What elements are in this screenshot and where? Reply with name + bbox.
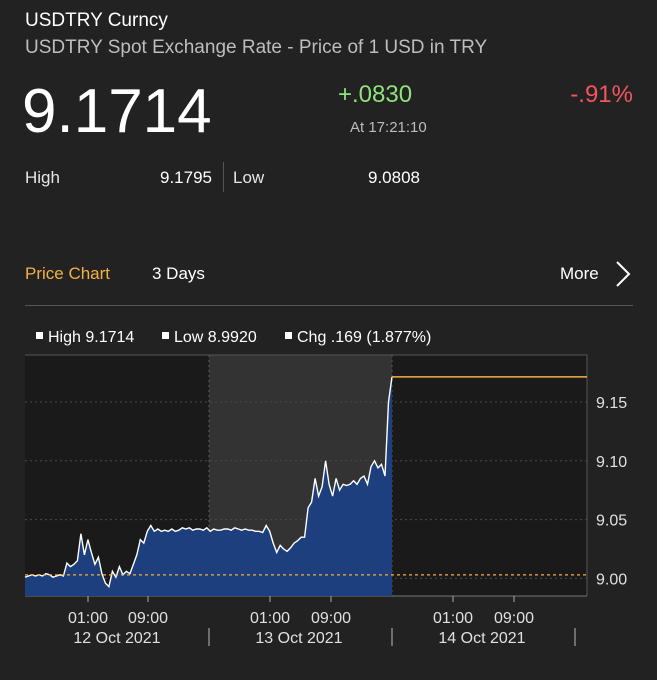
y-tick-label: 9.10 [596, 454, 627, 471]
low-label: Low [233, 168, 265, 187]
x-time-label: 09:00 [311, 610, 351, 627]
last-price: 9.1714 [22, 77, 212, 146]
percent-change: -.91% [570, 81, 633, 108]
x-time-label: 01:00 [433, 610, 473, 627]
x-date-label: 14 Oct 2021 [438, 630, 525, 647]
low-value: 9.0808 [368, 168, 420, 187]
price-area [25, 376, 392, 596]
high-low-divider [223, 162, 224, 192]
x-time-label: 09:00 [128, 610, 168, 627]
ticker-title: USDTRY Curncy [25, 10, 168, 31]
y-tick-label: 9.05 [596, 513, 627, 530]
tab-price-chart[interactable]: Price Chart [25, 264, 111, 283]
x-date-label: 13 Oct 2021 [255, 630, 342, 647]
x-date-label: 12 Oct 2021 [73, 630, 160, 647]
high-value: 9.1795 [160, 168, 212, 187]
legend-marker [162, 332, 169, 339]
tab-divider [25, 305, 633, 306]
x-time-label: 01:00 [250, 610, 290, 627]
price-chart[interactable]: High 9.1714 Low 8.9920 Chg .169 (1.877%) 9… [0, 318, 657, 658]
legend-entry: High 9.1714 [48, 329, 134, 346]
y-tick-label: 9.15 [596, 395, 627, 412]
high-label: High [25, 168, 60, 187]
chevron-right-icon[interactable] [612, 259, 634, 289]
x-time-label: 01:00 [68, 610, 108, 627]
range-selector[interactable]: 3 Days [152, 264, 205, 283]
legend-marker [36, 332, 43, 339]
y-tick-label: 9.00 [596, 571, 627, 588]
legend-entry: Low 8.9920 [174, 329, 257, 346]
x-time-label: 09:00 [494, 610, 534, 627]
security-description: USDTRY Spot Exchange Rate - Price of 1 U… [25, 37, 488, 58]
price-line [24, 376, 393, 588]
net-change: +.0830 [338, 81, 413, 108]
legend-entry: Chg .169 (1.877%) [297, 329, 431, 346]
more-button[interactable]: More [560, 264, 599, 283]
quote-timestamp: At 17:21:10 [350, 119, 427, 136]
legend-marker [285, 332, 292, 339]
